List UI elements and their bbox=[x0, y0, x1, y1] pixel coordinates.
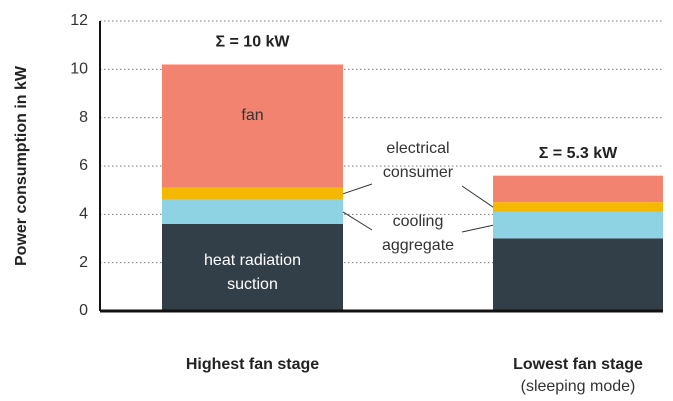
y-tick-label: 4 bbox=[79, 206, 88, 223]
bar-segment bbox=[162, 64, 343, 188]
y-axis-label: Power consumption in kW bbox=[13, 65, 30, 266]
bar-segment bbox=[493, 202, 663, 212]
series-label: heat radiation suction bbox=[204, 251, 301, 293]
series-label: cooling aggregate bbox=[381, 213, 455, 254]
bar-segment bbox=[493, 175, 663, 203]
x-tick-label: Highest fan stage bbox=[186, 356, 319, 373]
series-label: fan bbox=[241, 107, 264, 125]
y-tick-label: 8 bbox=[79, 109, 88, 126]
leader-line bbox=[461, 224, 494, 233]
category-note: (sleeping mode) bbox=[521, 378, 636, 395]
bar-segment bbox=[162, 199, 343, 224]
series-label: electrical consumer bbox=[382, 140, 454, 181]
leader-line bbox=[342, 211, 373, 231]
bar-segment bbox=[162, 224, 343, 311]
total-label: Σ = 10 kW bbox=[215, 34, 290, 51]
x-tick-label: Lowest fan stage bbox=[513, 356, 643, 373]
y-tick-label: 2 bbox=[79, 254, 88, 271]
y-tick-label: 6 bbox=[79, 157, 88, 174]
total-label: Σ = 5.3 kW bbox=[539, 145, 618, 162]
leader-line bbox=[342, 183, 373, 195]
y-tick-label: 12 bbox=[70, 12, 88, 29]
bar-segment bbox=[162, 187, 343, 200]
bar-segment bbox=[493, 211, 663, 239]
y-tick-label: 0 bbox=[79, 302, 88, 319]
y-tick-label: 10 bbox=[70, 61, 88, 78]
leader-line bbox=[461, 185, 494, 208]
bar-segment bbox=[493, 238, 663, 311]
